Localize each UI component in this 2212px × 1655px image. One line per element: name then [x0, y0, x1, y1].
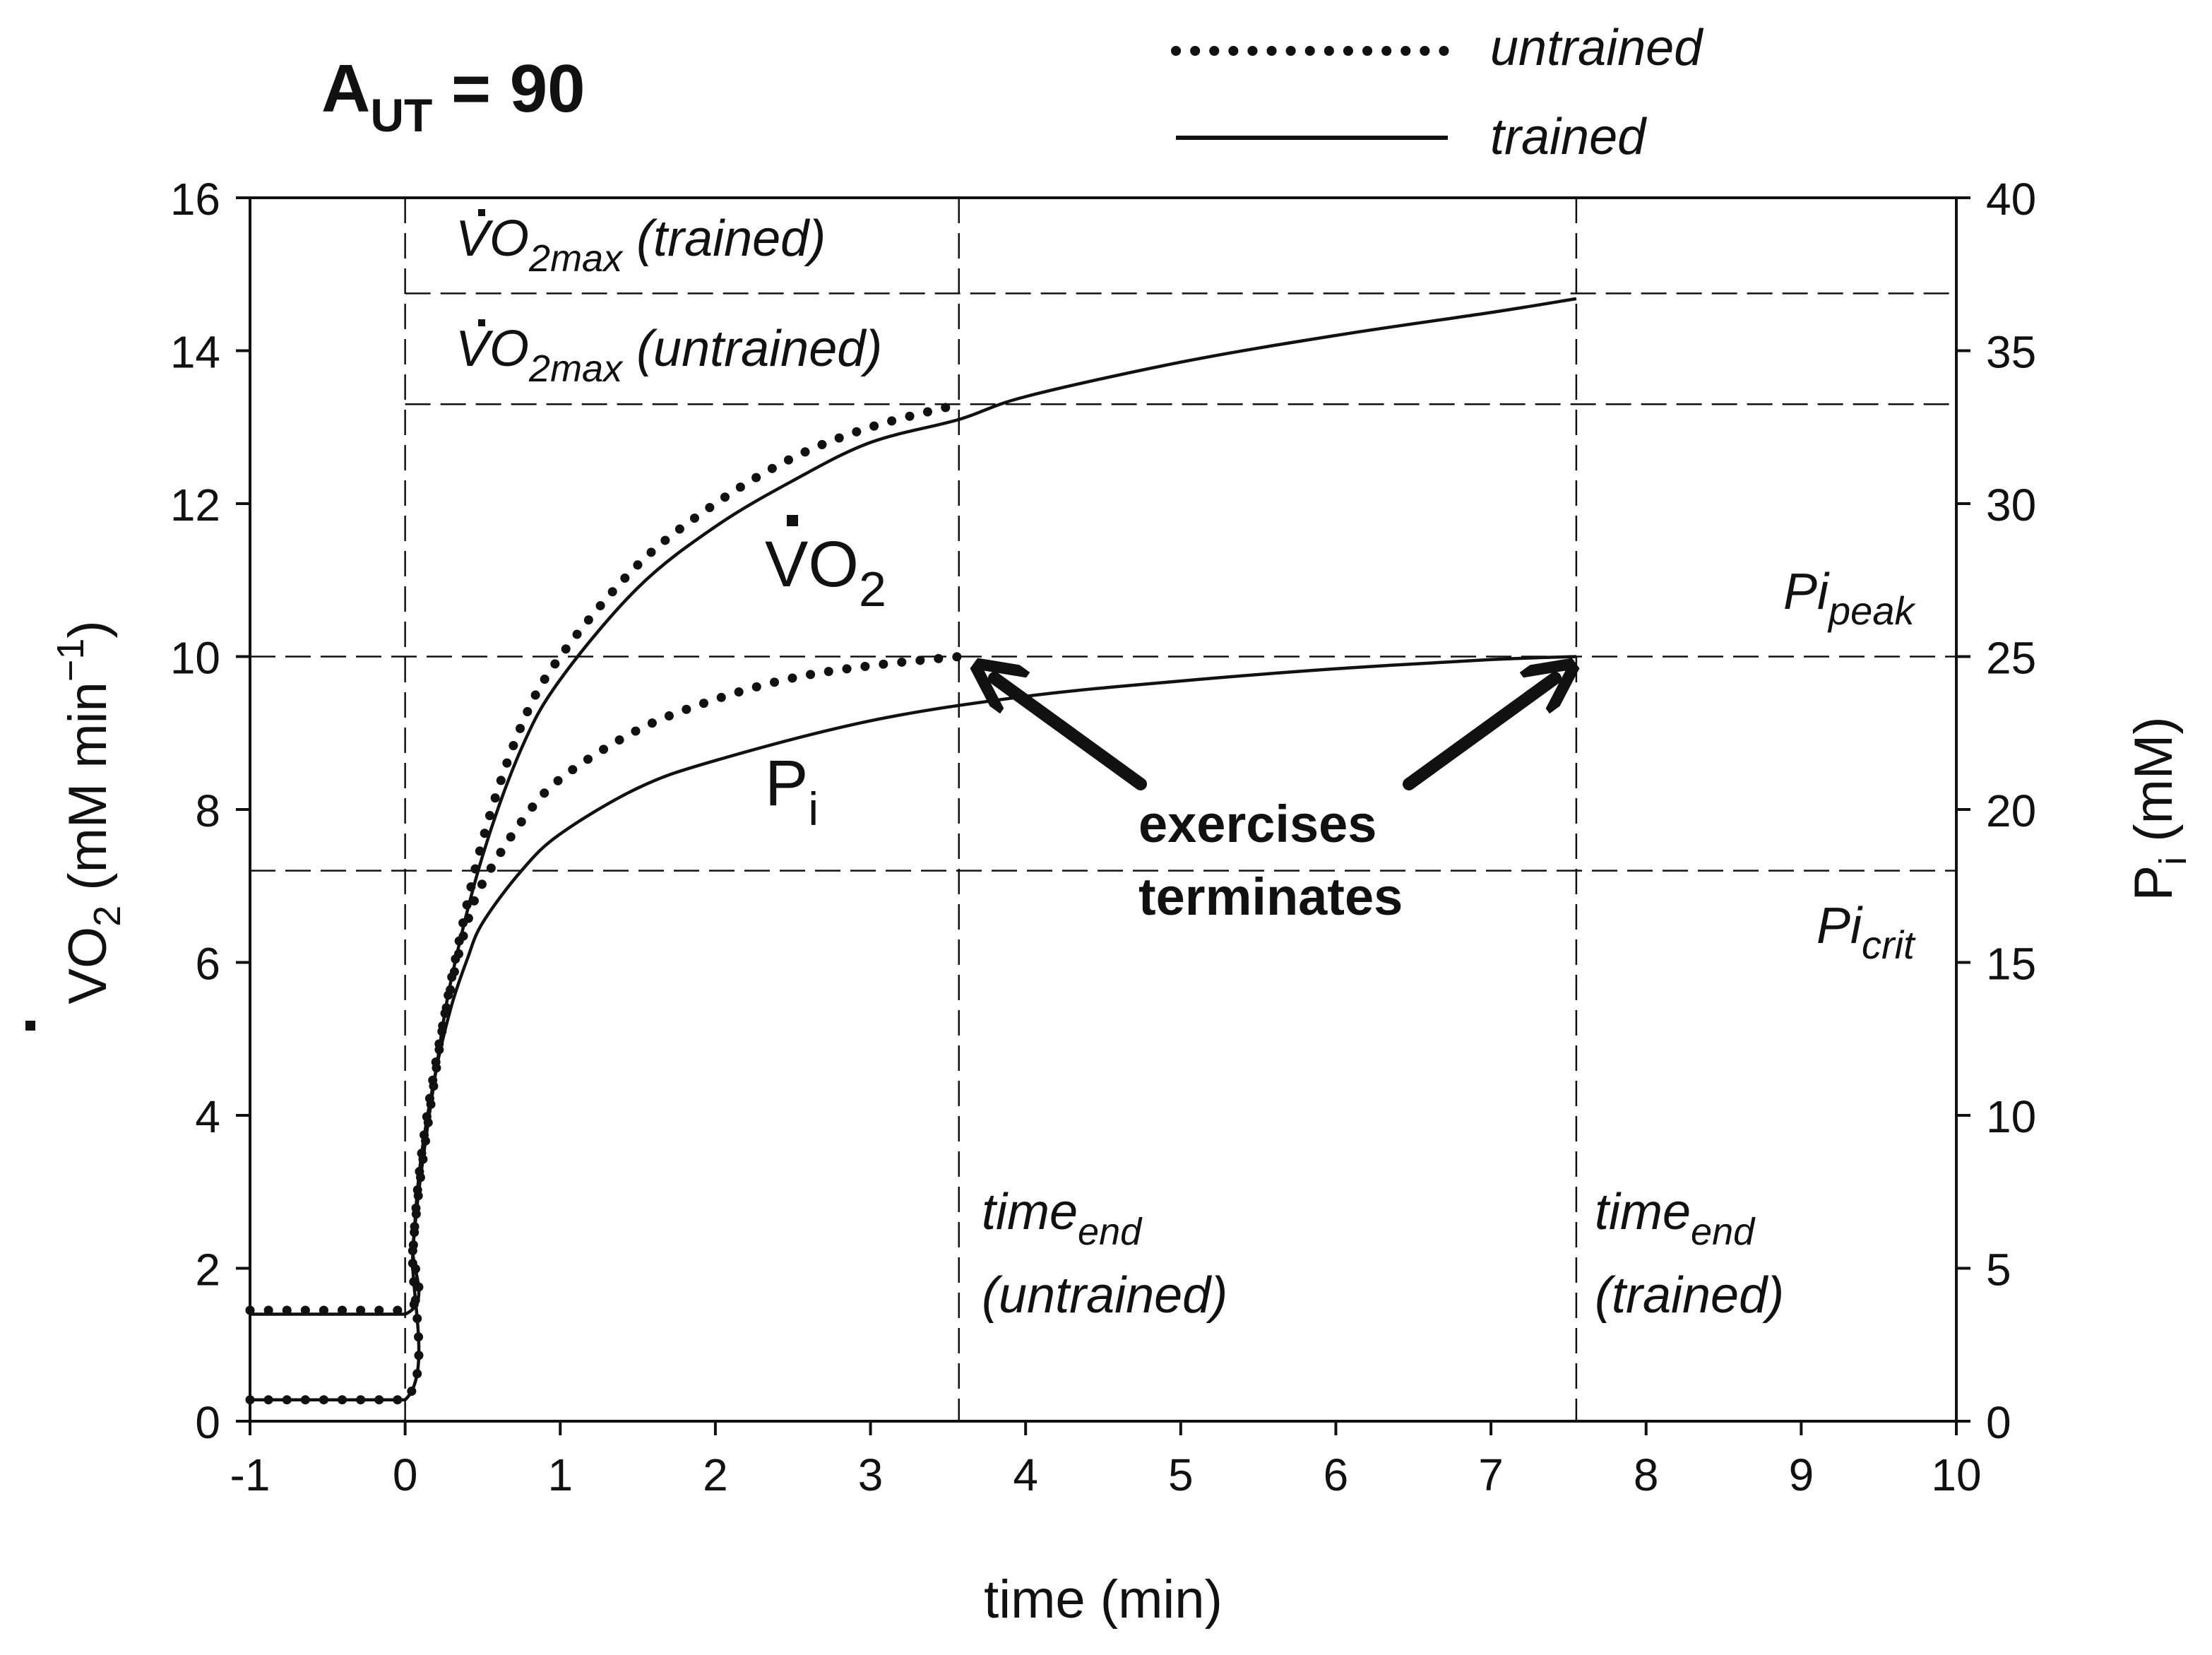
y-left-tick-label: 0 — [195, 1397, 220, 1448]
y-right-tick-label: 30 — [1986, 480, 2036, 530]
legend-untrained-label: untrained — [1490, 20, 1703, 76]
x-tick-label: 2 — [703, 1449, 728, 1500]
y-axis-left-label: VO2 (mM min−1) — [49, 620, 129, 1004]
arrow-to-trained-end — [1403, 678, 1555, 790]
reference-lines — [250, 198, 1956, 1421]
y-right-tick-label: 25 — [1986, 633, 2036, 684]
time-end-trained-label: timeend — [1595, 1184, 1756, 1253]
y-left-tick-label: 10 — [170, 633, 220, 684]
y-left-tick-label: 6 — [195, 939, 220, 990]
y-axis-right-label: Pi (mM) — [2124, 716, 2194, 901]
x-tick-label: 10 — [1931, 1449, 1981, 1500]
legend-trained-label: trained — [1490, 109, 1647, 165]
y-left-tick-label: 16 — [170, 174, 220, 225]
x-tick-label: 7 — [1478, 1449, 1504, 1500]
x-tick-label: 5 — [1168, 1449, 1194, 1500]
vo2-curve-label: VO2 — [765, 528, 886, 617]
series-untrained-vo2 — [245, 399, 964, 1315]
y-right-tick-label: 20 — [1986, 785, 2036, 836]
x-axis: -1 0 1 2 3 4 5 6 7 8 9 10 — [230, 1421, 1982, 1500]
vo2max-untrained-dot-icon — [478, 319, 485, 326]
chart-title: AUT = 90 — [321, 51, 585, 141]
x-tick-label: 0 — [393, 1449, 418, 1500]
y-left-label-sub: 2 — [86, 906, 129, 927]
svg-text:VO2 (mM min−1): VO2 (mM min−1) — [49, 620, 129, 1004]
y-right-label-post: (mM) — [2124, 716, 2184, 856]
exercise-terminates-line2: terminates — [1138, 867, 1403, 926]
y-right-tick-label: 40 — [1986, 174, 2036, 225]
time-end-untrained-label: timeend — [982, 1184, 1143, 1253]
series-untrained-pi — [245, 652, 964, 1405]
arrow-to-untrained-end — [994, 678, 1147, 790]
svg-text:Pi (mM): Pi (mM) — [2124, 716, 2194, 901]
y-left-label-pre: VO — [58, 927, 118, 1004]
series-trained-vo2 — [250, 297, 1577, 1316]
series-trained-pi — [250, 655, 1576, 1401]
x-tick-label: 1 — [547, 1449, 573, 1500]
vo2max-untrained-label: VO2max (untrained) — [456, 321, 882, 390]
x-axis-label: time (min) — [984, 1570, 1223, 1630]
y-right-tick-label: 0 — [1986, 1397, 2011, 1448]
vo2max-trained-label: VO2max (trained) — [456, 210, 826, 280]
y-axis-left: 0 2 4 6 8 10 12 14 16 — [170, 174, 250, 1448]
time-end-untrained-line2: (untrained) — [982, 1267, 1227, 1324]
y-right-tick-label: 5 — [1986, 1245, 2011, 1295]
y-left-tick-label: 4 — [195, 1091, 220, 1142]
y-right-tick-label: 10 — [1986, 1091, 2036, 1142]
vo2-curve-dot-icon — [787, 515, 798, 526]
y-left-tick-label: 14 — [170, 327, 220, 378]
y-right-label-sub: i — [2152, 857, 2194, 865]
pi-peak-label: Pipeak — [1783, 564, 1916, 633]
pi-curve-label: Pi — [765, 747, 819, 835]
y-left-label-post: ) — [58, 620, 118, 638]
pi-crit-label: Picrit — [1816, 898, 1916, 967]
x-tick-label: 6 — [1324, 1449, 1349, 1500]
y-axis-right: 0 5 10 15 20 25 30 35 40 — [1956, 174, 2036, 1448]
exercise-terminates-line1: exercises — [1138, 795, 1376, 853]
series-group — [245, 297, 1577, 1405]
legend: untrained trained — [1171, 20, 1703, 165]
y-left-label-sup: −1 — [49, 639, 92, 682]
x-tick-label: -1 — [230, 1449, 270, 1500]
vo2max-trained-dot-icon — [478, 209, 485, 216]
y-left-label-dot-icon — [25, 1021, 35, 1031]
x-tick-label: 9 — [1789, 1449, 1814, 1500]
x-tick-label: 8 — [1634, 1449, 1659, 1500]
y-left-tick-label: 2 — [195, 1245, 220, 1295]
y-right-label-pre: P — [2124, 865, 2184, 901]
time-end-trained-line2: (trained) — [1595, 1267, 1784, 1324]
x-tick-label: 3 — [858, 1449, 884, 1500]
y-right-tick-label: 35 — [1986, 327, 2036, 378]
y-left-tick-label: 8 — [195, 785, 220, 836]
y-left-tick-label: 12 — [170, 480, 220, 530]
x-tick-label: 4 — [1013, 1449, 1038, 1500]
y-right-tick-label: 15 — [1986, 939, 2036, 990]
y-left-label-mid: (mM min — [58, 682, 118, 906]
